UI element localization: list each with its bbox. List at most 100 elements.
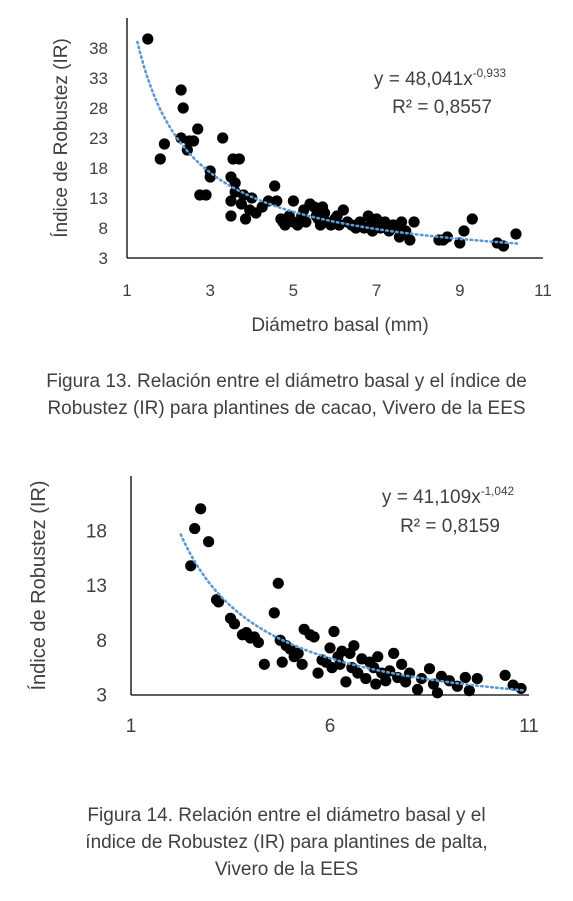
data-point xyxy=(276,656,288,668)
data-point xyxy=(458,225,470,237)
x-tick-label: 3 xyxy=(205,281,214,300)
data-point xyxy=(431,687,444,699)
data-point xyxy=(204,171,216,183)
y-tick-label: 23 xyxy=(89,129,108,148)
data-point xyxy=(269,180,281,192)
data-point xyxy=(319,207,331,219)
data-point xyxy=(200,189,212,201)
data-point xyxy=(158,138,171,150)
caption-figure-14: Figura 14. Relación entre el diámetro ba… xyxy=(0,802,573,883)
y-tick-label: 28 xyxy=(89,99,108,118)
figure-13: 1 3 5 7 9 11 3 8 13 18 23 28 33 38 Diámetro basal (mm)… xyxy=(0,0,573,360)
data-point xyxy=(404,234,416,246)
x-tick-label: 11 xyxy=(519,716,539,737)
data-point xyxy=(411,683,424,696)
equation-base: y = 41,109x xyxy=(382,487,481,508)
data-point xyxy=(400,676,412,688)
trendline-equation: y = 41,109x-1,042 xyxy=(382,485,514,508)
caption-line: Figura 13. Relación entre el diámetro ba… xyxy=(46,371,527,392)
data-point xyxy=(228,618,241,630)
x-tick-label: 6 xyxy=(325,716,336,737)
data-point xyxy=(192,123,204,135)
data-point xyxy=(239,213,252,225)
x-tick-label: 1 xyxy=(126,716,137,737)
data-point xyxy=(396,658,408,670)
data-point xyxy=(225,195,237,207)
data-point xyxy=(408,216,420,228)
caption-line: índice de Robustez (IR) para plantines d… xyxy=(85,832,488,853)
y-tick-label: 3 xyxy=(99,249,108,268)
data-point xyxy=(395,216,408,228)
data-point xyxy=(308,201,320,213)
data-point xyxy=(252,636,264,649)
caption-line: Figura 14. Relación entre el diámetro ba… xyxy=(87,805,486,826)
data-point xyxy=(233,153,245,165)
data-point xyxy=(340,676,352,688)
data-point xyxy=(380,675,392,687)
y-tick-label: 8 xyxy=(99,219,108,238)
y-tick-label: 8 xyxy=(96,631,107,652)
y-tick-label: 13 xyxy=(89,189,108,208)
data-point xyxy=(328,625,340,638)
data-point xyxy=(268,607,280,619)
y-tick-label: 18 xyxy=(89,159,108,178)
equation-base: y = 48,041x xyxy=(374,69,473,90)
data-point xyxy=(177,102,189,114)
data-point xyxy=(510,228,522,240)
data-point xyxy=(195,503,207,515)
equation-exponent: -1,042 xyxy=(481,485,514,498)
data-point xyxy=(423,663,436,675)
data-point xyxy=(142,33,154,45)
data-point xyxy=(372,651,384,663)
data-point xyxy=(515,682,527,695)
data-point xyxy=(212,596,225,608)
y-tick-label: 3 xyxy=(96,686,107,707)
x-tick-label: 5 xyxy=(289,281,298,300)
data-point xyxy=(300,216,312,228)
x-tick-label: 11 xyxy=(534,281,552,300)
data-point xyxy=(466,213,478,225)
y-tick-label: 13 xyxy=(86,576,107,597)
data-point xyxy=(463,685,475,697)
data-point xyxy=(370,678,382,690)
data-point xyxy=(499,669,511,681)
x-axis-label: Diámetro basal (mm) xyxy=(251,315,428,336)
data-point xyxy=(360,672,372,685)
data-point xyxy=(348,640,360,652)
y-axis-label: Índice de Robustez (IR) xyxy=(51,38,72,238)
trendline xyxy=(136,40,522,245)
data-point xyxy=(308,631,320,643)
equation-exponent: -0,933 xyxy=(473,67,507,80)
data-point xyxy=(185,560,197,572)
y-tick-label: 18 xyxy=(86,521,107,542)
r-squared: R² = 0,8159 xyxy=(400,516,500,537)
caption-figure-13: Figura 13. Relación entre el diámetro ba… xyxy=(0,368,573,422)
data-point xyxy=(229,177,241,189)
data-point xyxy=(292,647,304,659)
data-point xyxy=(388,647,400,659)
data-point xyxy=(271,195,283,207)
data-point xyxy=(272,577,284,589)
data-point xyxy=(459,671,471,684)
data-point xyxy=(235,198,247,210)
data-point xyxy=(154,153,166,165)
data-point xyxy=(352,667,364,679)
caption-line: Robustez (IR) para plantines de cacao, V… xyxy=(47,398,526,419)
data-point xyxy=(258,658,270,670)
data-point xyxy=(287,195,299,207)
data-point xyxy=(225,210,237,222)
data-point xyxy=(217,132,229,144)
figure-14: 1611381318Diámetro basal (mm)Índice de R… xyxy=(0,440,573,777)
x-tick-label: 1 xyxy=(122,281,131,300)
data-point xyxy=(312,667,324,679)
data-point xyxy=(187,135,200,147)
data-point xyxy=(175,84,187,96)
trendline xyxy=(179,533,527,692)
data-point xyxy=(324,642,336,654)
y-tick-label: 38 xyxy=(89,39,108,58)
x-tick-label: 9 xyxy=(455,281,464,300)
data-point xyxy=(203,536,215,548)
chart-palta: 1611381318Diámetro basal (mm)Índice de R… xyxy=(27,476,539,777)
data-point xyxy=(189,522,201,535)
